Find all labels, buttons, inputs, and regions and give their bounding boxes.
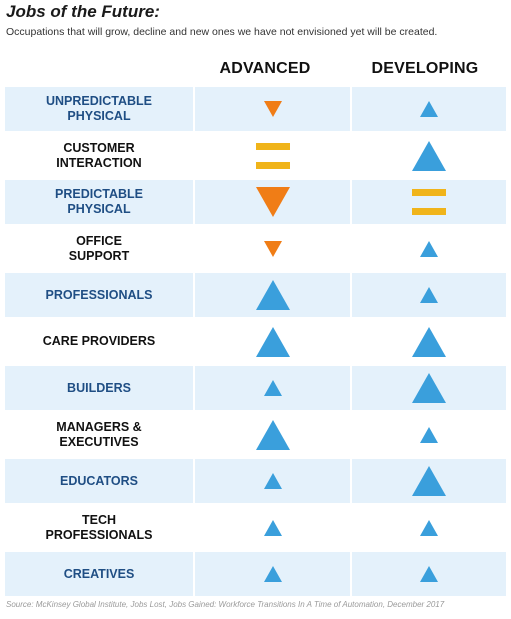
advanced-cell — [195, 505, 350, 550]
column-header-advanced: ADVANCED — [219, 60, 311, 77]
occupation-label: PREDICTABLE PHYSICAL — [55, 187, 143, 216]
up-triangle-icon — [420, 426, 438, 443]
developing-cell — [352, 459, 506, 503]
occupation-cell: TECH PROFESSIONALS — [5, 505, 193, 550]
occupation-label: OFFICE SUPPORT — [68, 233, 130, 263]
occupation-label: TECH PROFESSIONALS — [45, 512, 153, 542]
advanced-cell — [195, 180, 350, 224]
up-triangle-icon — [412, 373, 446, 403]
advanced-cell — [195, 226, 350, 271]
occupation-label: PROFESSIONALS — [45, 287, 153, 302]
developing-cell — [352, 133, 506, 178]
up-triangle-icon — [412, 466, 446, 496]
up-triangle-icon — [255, 326, 290, 357]
occupation-cell: OFFICE SUPPORT — [5, 226, 193, 271]
up-triangle-icon — [412, 326, 446, 357]
advanced-cell — [195, 273, 350, 317]
down-triangle-icon — [263, 240, 282, 257]
up-triangle-icon — [420, 101, 438, 117]
table-row: BUILDERS — [5, 366, 506, 410]
developing-cell — [352, 226, 506, 271]
advanced-cell — [195, 366, 350, 410]
page-title: Jobs of the Future: — [6, 2, 160, 21]
occupation-cell: EDUCATORS — [5, 459, 193, 503]
occupation-cell: PROFESSIONALS — [5, 273, 193, 317]
table-row: PREDICTABLE PHYSICAL — [5, 180, 506, 224]
up-triangle-icon — [263, 380, 282, 396]
occupation-label: CARE PROVIDERS — [42, 334, 156, 348]
up-triangle-icon — [420, 287, 438, 303]
no-change-icon — [255, 142, 290, 169]
advanced-cell — [195, 133, 350, 178]
occupation-cell: CREATIVES — [5, 552, 193, 596]
source-note: Source: McKinsey Global Institute, Jobs … — [6, 600, 445, 609]
developing-cell — [352, 319, 506, 364]
developing-cell — [352, 552, 506, 596]
column-header-developing: DEVELOPING — [371, 60, 479, 77]
developing-cell — [352, 412, 506, 457]
developing-cell — [352, 366, 506, 410]
advanced-cell — [195, 319, 350, 364]
occupation-cell: CARE PROVIDERS — [5, 319, 193, 364]
up-triangle-icon — [255, 419, 290, 450]
up-triangle-icon — [263, 473, 282, 489]
table-row: CUSTOMER INTERACTION — [5, 133, 506, 178]
up-triangle-icon — [412, 140, 446, 171]
up-triangle-icon — [420, 240, 438, 257]
occupation-label: MANAGERS & EXECUTIVES — [56, 419, 142, 449]
advanced-cell — [195, 552, 350, 596]
page-subtitle: Occupations that will grow, decline and … — [6, 26, 438, 38]
up-triangle-icon — [420, 566, 438, 582]
down-triangle-icon — [263, 101, 282, 117]
occupation-label: UNPREDICTABLE PHYSICAL — [45, 94, 153, 123]
table-row: CARE PROVIDERS — [5, 319, 506, 364]
table-row: UNPREDICTABLE PHYSICAL — [5, 87, 506, 131]
occupation-cell: PREDICTABLE PHYSICAL — [5, 180, 193, 224]
up-triangle-icon — [263, 519, 282, 536]
advanced-cell — [195, 412, 350, 457]
table-row: MANAGERS & EXECUTIVES — [5, 412, 506, 457]
advanced-cell — [195, 459, 350, 503]
developing-cell — [352, 505, 506, 550]
advanced-cell — [195, 87, 350, 131]
table-row: TECH PROFESSIONALS — [5, 505, 506, 550]
up-triangle-icon — [263, 566, 282, 582]
table-row: OFFICE SUPPORT — [5, 226, 506, 271]
table-row: CREATIVES — [5, 552, 506, 596]
occupation-cell: MANAGERS & EXECUTIVES — [5, 412, 193, 457]
occupation-label: CUSTOMER INTERACTION — [56, 140, 142, 170]
occupation-cell: BUILDERS — [5, 366, 193, 410]
developing-cell — [352, 273, 506, 317]
occupation-label: CREATIVES — [63, 566, 135, 581]
developing-cell — [352, 87, 506, 131]
up-triangle-icon — [255, 280, 290, 310]
occupation-label: BUILDERS — [67, 380, 131, 395]
occupation-cell: UNPREDICTABLE PHYSICAL — [5, 87, 193, 131]
developing-cell — [352, 180, 506, 224]
up-triangle-icon — [420, 519, 438, 536]
occupation-cell: CUSTOMER INTERACTION — [5, 133, 193, 178]
down-triangle-icon — [255, 187, 290, 217]
no-change-icon — [412, 189, 446, 215]
occupation-label: EDUCATORS — [59, 473, 138, 488]
table-row: PROFESSIONALS — [5, 273, 506, 317]
table-row: EDUCATORS — [5, 459, 506, 503]
